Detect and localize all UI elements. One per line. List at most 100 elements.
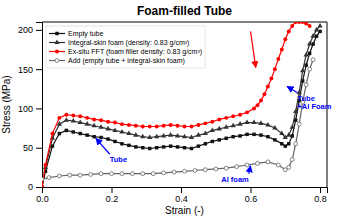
point — [244, 120, 249, 125]
point — [266, 160, 270, 164]
point — [161, 133, 166, 138]
point — [176, 145, 179, 148]
point — [78, 132, 81, 135]
point — [134, 145, 137, 148]
legend-label: Ex-situ FFT (foam filler density: 0.83 g… — [68, 48, 202, 56]
x-axis-title: Strain (-) — [165, 205, 204, 216]
tick-mark — [251, 187, 252, 193]
point — [235, 165, 239, 169]
point — [196, 123, 200, 127]
point — [172, 170, 176, 174]
point — [120, 122, 124, 126]
point — [252, 133, 255, 136]
point — [301, 22, 305, 24]
point — [304, 22, 308, 26]
point — [276, 163, 280, 167]
point — [182, 134, 187, 139]
legend-item: Empty tube — [49, 30, 104, 38]
point — [120, 172, 124, 176]
point — [71, 118, 76, 123]
point — [78, 173, 82, 177]
point — [113, 140, 116, 143]
annotation-arrow — [251, 31, 256, 67]
tick-mark — [36, 30, 42, 31]
tick-mark — [36, 148, 42, 149]
tick-mark — [320, 187, 321, 193]
point — [283, 37, 287, 41]
tick: 0.4 — [175, 187, 188, 204]
tick: 50 — [23, 143, 42, 153]
series-line — [42, 31, 320, 187]
annotation: Tube — [110, 155, 127, 164]
point — [58, 132, 61, 135]
point — [155, 125, 159, 129]
point — [190, 147, 193, 150]
point — [290, 24, 294, 28]
point — [65, 129, 68, 132]
point — [308, 24, 312, 28]
point — [155, 146, 158, 149]
legend-label: Integral-skin foam (density: 0.83 g/cm³) — [68, 39, 189, 47]
point — [251, 120, 256, 125]
point — [217, 117, 221, 121]
axis-line — [43, 188, 328, 194]
point — [259, 99, 263, 103]
point — [231, 135, 234, 138]
tick-label: 200 — [18, 25, 33, 35]
point — [197, 144, 200, 147]
point — [262, 92, 266, 96]
y-axis: 050100150200 — [18, 23, 43, 193]
legend-box — [46, 26, 205, 68]
point — [168, 132, 173, 137]
point — [50, 132, 54, 136]
point — [218, 138, 221, 141]
point — [92, 117, 96, 121]
series-line — [42, 60, 313, 179]
tick-label: 100 — [18, 104, 33, 114]
point — [175, 133, 180, 138]
point — [203, 168, 207, 172]
point — [258, 120, 263, 125]
point — [110, 172, 114, 176]
point — [256, 161, 260, 165]
point — [211, 140, 214, 143]
legend: Empty tubeIntegral-skin foam (density: 0… — [46, 26, 205, 68]
point — [64, 113, 68, 117]
point — [308, 52, 311, 55]
legend-marker — [55, 59, 59, 63]
chart: 0.00.20.40.60.8050100150200TubeAl foamTu… — [0, 0, 339, 217]
point — [57, 116, 61, 120]
point — [183, 146, 186, 149]
point — [47, 176, 51, 180]
point — [291, 134, 294, 137]
tick-mark — [181, 187, 182, 193]
point — [169, 144, 172, 147]
tick: 100 — [18, 104, 42, 114]
point — [297, 122, 301, 126]
point — [259, 133, 262, 136]
point — [85, 133, 88, 136]
point — [72, 130, 75, 133]
point — [224, 116, 228, 120]
plot: 0.00.20.40.60.8050100150200TubeAl foamTu… — [18, 20, 332, 204]
point — [217, 126, 222, 131]
point — [203, 131, 208, 136]
point — [99, 118, 103, 122]
point — [304, 83, 308, 87]
annotation: Al foam — [221, 175, 249, 184]
point — [147, 134, 152, 139]
point — [294, 22, 298, 24]
series-line — [42, 22, 310, 187]
legend-item: Integral-skin foam (density: 0.83 g/cm³) — [49, 39, 189, 47]
point — [272, 125, 277, 130]
point — [304, 52, 309, 57]
point — [269, 77, 273, 81]
y-axis-title: Stress (MPa) — [1, 75, 12, 133]
point — [42, 185, 44, 187]
tick-label: 0.4 — [175, 194, 188, 204]
point — [92, 135, 95, 138]
series-line — [42, 26, 320, 187]
legend-label: Add (empty tube + integral-skin foam) — [68, 57, 185, 65]
plot-frame — [42, 22, 327, 23]
annotation-arrow — [96, 138, 110, 154]
